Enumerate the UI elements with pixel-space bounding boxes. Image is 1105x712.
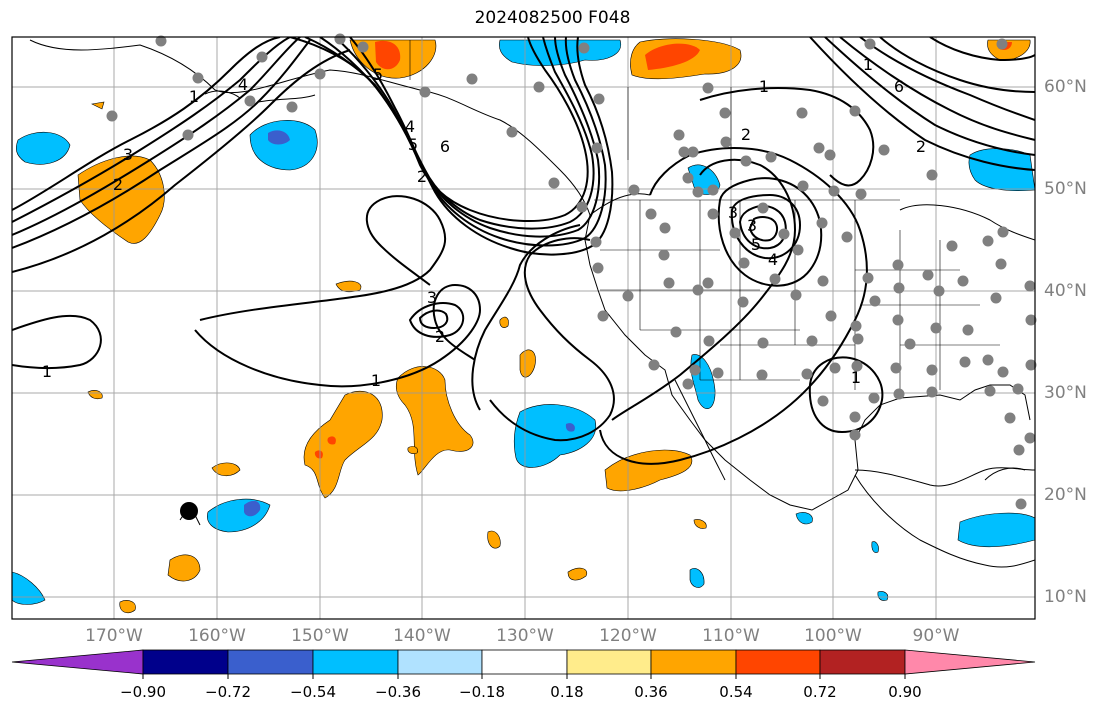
contour-label: 1 xyxy=(42,362,52,381)
strong-negative-shading xyxy=(244,130,575,517)
graticule xyxy=(12,37,1035,619)
contour-label: 1 xyxy=(851,368,861,387)
colorbar xyxy=(11,649,1036,679)
contour-label: 2 xyxy=(113,175,123,194)
colorbar-tick-label: 0.18 xyxy=(550,683,584,701)
contour-label: 3 xyxy=(123,145,133,164)
contour-label: 1 xyxy=(759,77,769,96)
contour-label: 5 xyxy=(373,65,383,84)
colorbar-segment xyxy=(227,649,314,675)
lon-label: 110°W xyxy=(702,626,760,646)
colorbar-segment xyxy=(735,649,821,675)
contour-label: 3 xyxy=(728,203,738,222)
contour-label: 3 xyxy=(747,216,757,235)
colorbar-high-extend xyxy=(904,649,1036,675)
colorbar-segment xyxy=(142,649,229,675)
map-frame xyxy=(11,36,1036,620)
highlight-station-marker xyxy=(180,502,198,520)
contour-label: 1 xyxy=(189,87,199,106)
colorbar-tick-label: −0.54 xyxy=(290,683,336,701)
contour-lines xyxy=(12,37,1035,465)
lon-label: 130°W xyxy=(496,626,554,646)
lon-label: 140°W xyxy=(393,626,451,646)
lon-label: 170°W xyxy=(85,626,143,646)
lat-label: 20°N xyxy=(1044,485,1087,505)
colorbar-tick-label: −0.72 xyxy=(205,683,251,701)
contour-label: 2 xyxy=(417,167,427,186)
contour-label: 1 xyxy=(863,55,873,74)
contour-label: 5 xyxy=(408,135,418,154)
contour-label: 4 xyxy=(405,117,415,136)
lon-label: 120°W xyxy=(599,626,657,646)
lon-label: 150°W xyxy=(291,626,349,646)
lon-label: 90°W xyxy=(912,626,960,646)
lon-label: 100°W xyxy=(804,626,862,646)
strong-positive-shading xyxy=(314,40,1012,459)
contour-label: 5 xyxy=(751,235,761,254)
colorbar-segment xyxy=(819,649,906,675)
contour-label: 2 xyxy=(435,327,445,346)
lat-label: 40°N xyxy=(1044,281,1087,301)
lat-label: 60°N xyxy=(1044,77,1087,97)
colorbar-tick-label: 0.72 xyxy=(803,683,837,701)
contour-label: 4 xyxy=(768,250,778,269)
colorbar-tick-label: 0.36 xyxy=(634,683,668,701)
contour-label-group: 1 2 3 4 5 6 1 2 3 4 5 1 2 3 1 2 3 4 5 6 … xyxy=(42,55,926,390)
colorbar-tick-label: 0.54 xyxy=(719,683,753,701)
map-title: 2024082500 F048 xyxy=(474,8,631,28)
negative-anomaly-shading xyxy=(12,39,1035,605)
coastlines xyxy=(29,39,1035,568)
lat-label: 50°N xyxy=(1044,179,1087,199)
contour-label: 2 xyxy=(916,137,926,156)
colorbar-low-extend xyxy=(11,649,144,675)
colorbar-segment xyxy=(481,649,568,675)
colorbar-segment xyxy=(312,649,399,675)
lat-label: 10°N xyxy=(1044,587,1087,607)
contour-label: 1 xyxy=(371,371,381,390)
colorbar-segment xyxy=(397,649,483,675)
colorbar-segment xyxy=(566,649,652,675)
colorbar-segment xyxy=(650,649,737,675)
contour-label: 4 xyxy=(238,75,248,94)
lat-label: 30°N xyxy=(1044,383,1087,403)
station-markers xyxy=(106,33,1037,510)
contour-label: 6 xyxy=(440,137,450,156)
lon-label: 160°W xyxy=(188,626,246,646)
colorbar-tick-label: −0.90 xyxy=(120,683,166,701)
colorbar-tick-label: −0.18 xyxy=(459,683,505,701)
positive-anomaly-shading xyxy=(77,38,1031,614)
colorbar-tick-label: 0.90 xyxy=(888,683,922,701)
contour-label: 6 xyxy=(894,77,904,96)
contour-label: 3 xyxy=(427,288,437,307)
contour-label: 2 xyxy=(741,125,751,144)
colorbar-tick-label: −0.36 xyxy=(375,683,421,701)
